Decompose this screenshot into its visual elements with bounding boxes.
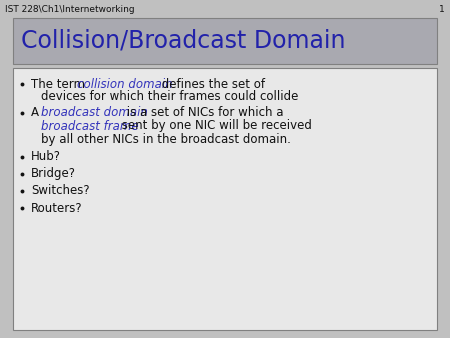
Text: devices for which their frames could collide: devices for which their frames could col… (41, 91, 298, 103)
Text: Routers?: Routers? (31, 201, 83, 215)
Text: Bridge?: Bridge? (31, 168, 76, 180)
Text: IST 228\Ch1\Internetworking: IST 228\Ch1\Internetworking (5, 4, 135, 14)
Text: Switches?: Switches? (31, 185, 90, 197)
Text: broadcast frame: broadcast frame (41, 120, 139, 132)
Bar (13, 68, 437, 330)
Text: sent by one NIC will be received: sent by one NIC will be received (117, 120, 311, 132)
Text: 1: 1 (439, 4, 445, 14)
Bar (13, 18, 437, 64)
Text: Collision/Broadcast Domain: Collision/Broadcast Domain (21, 29, 346, 53)
Text: defines the set of: defines the set of (158, 77, 266, 91)
Text: by all other NICs in the broadcast domain.: by all other NICs in the broadcast domai… (41, 132, 291, 145)
Text: collision domain: collision domain (77, 77, 172, 91)
Text: The term: The term (31, 77, 89, 91)
Text: Hub?: Hub? (31, 150, 61, 164)
Text: is a set of NICs for which a: is a set of NICs for which a (123, 106, 284, 120)
Text: broadcast domain: broadcast domain (41, 106, 148, 120)
Text: A: A (31, 106, 43, 120)
